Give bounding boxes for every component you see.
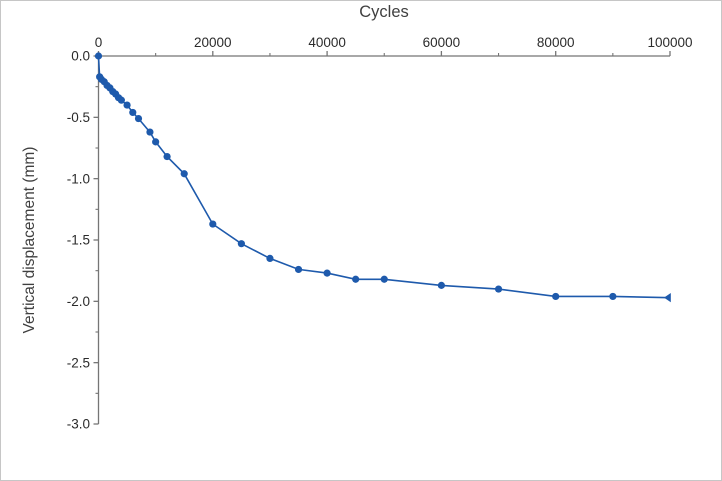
x-tick-label: 0 bbox=[95, 35, 103, 50]
data-point-marker bbox=[134, 114, 143, 123]
data-point-marker bbox=[180, 170, 188, 178]
x-tick-label: 20000 bbox=[194, 35, 232, 50]
data-point-marker bbox=[123, 101, 131, 109]
y-tick-label: -0.5 bbox=[67, 110, 90, 125]
x-axis-title: Cycles bbox=[359, 3, 409, 21]
y-tick-label: -3.0 bbox=[67, 417, 90, 432]
y-tick-label: -2.5 bbox=[67, 355, 90, 370]
y-tick-label: 0.0 bbox=[71, 49, 90, 64]
x-tick-label: 100000 bbox=[647, 35, 692, 50]
data-point-marker bbox=[380, 275, 388, 283]
x-tick-label: 40000 bbox=[308, 35, 346, 50]
data-point-marker bbox=[352, 275, 360, 283]
data-point-marker bbox=[609, 292, 617, 301]
data-point-marker bbox=[117, 96, 125, 104]
data-point-marker bbox=[437, 281, 445, 289]
data-point-marker bbox=[129, 108, 137, 117]
data-point-marker bbox=[266, 254, 274, 262]
y-tick-label: -2.0 bbox=[67, 294, 90, 309]
data-point-marker bbox=[152, 138, 160, 146]
data-point-marker bbox=[163, 152, 171, 161]
data-point-marker bbox=[94, 52, 103, 60]
data-point-marker bbox=[209, 220, 217, 228]
data-point-marker bbox=[552, 292, 560, 301]
data-point-marker bbox=[294, 265, 303, 274]
x-tick-label: 80000 bbox=[537, 35, 575, 50]
y-tick-label: -1.5 bbox=[67, 233, 90, 248]
data-point-marker bbox=[237, 240, 245, 248]
x-tick-label: 60000 bbox=[423, 35, 461, 50]
data-point-marker bbox=[323, 269, 331, 277]
data-point-marker bbox=[494, 285, 503, 293]
data-end-marker bbox=[664, 293, 671, 303]
y-tick-label: -1.0 bbox=[67, 171, 90, 186]
data-point-marker bbox=[146, 128, 154, 136]
